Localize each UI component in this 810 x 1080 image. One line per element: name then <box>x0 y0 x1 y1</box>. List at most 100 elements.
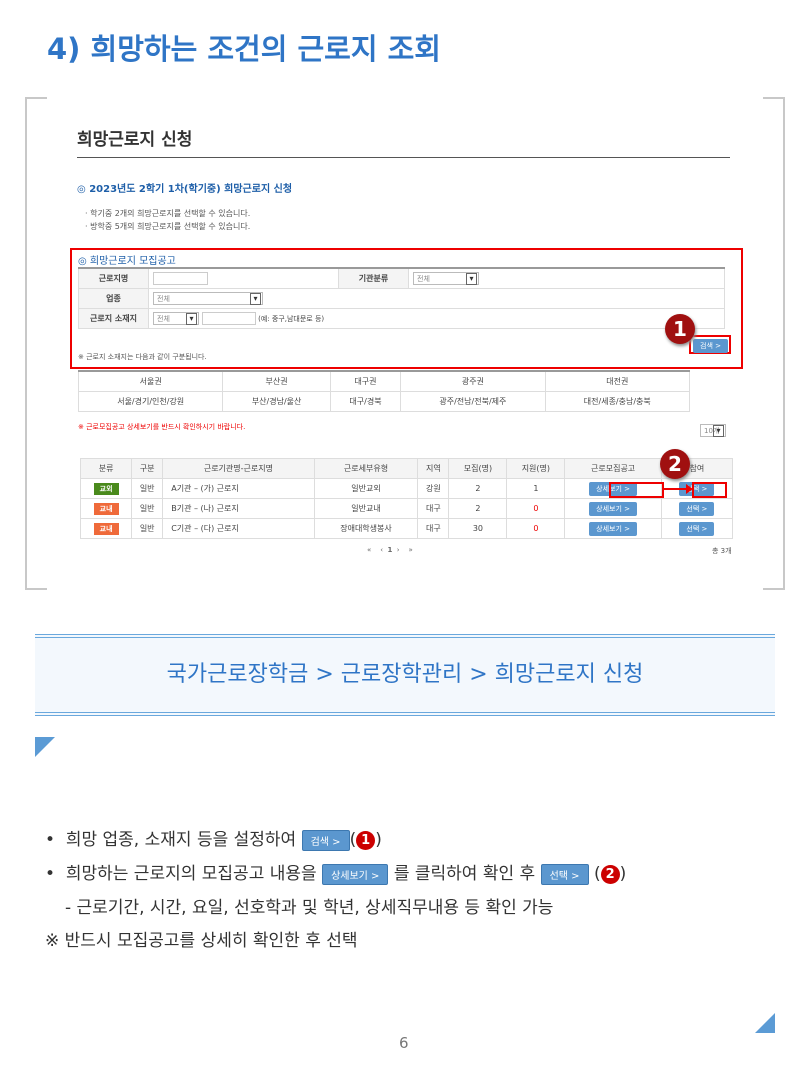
location-footnote: ※ 근로지 소재지는 다음과 같이 구분됩니다. <box>78 353 207 361</box>
applied-cell: 0 <box>506 498 566 519</box>
table-row: 교외 일반 A기관 – (가) 근로지 일반교외 강원 2 1 상세보기 > 선… <box>79 478 734 499</box>
detail-button[interactable]: 상세보기 > <box>589 481 638 496</box>
applied-cell: 1 <box>506 478 566 499</box>
arrow-head-icon <box>686 484 693 494</box>
inline-search-button: 검색 > <box>301 829 350 851</box>
marker-1: 1 <box>665 314 695 344</box>
location-select[interactable]: 전체 <box>153 311 199 325</box>
type-cell: 일반교외 <box>313 478 419 499</box>
region-cell: 강원 <box>417 478 450 499</box>
region-value: 대전/세종/충남/충북 <box>544 390 691 412</box>
select-button[interactable]: 선택 > <box>679 521 715 536</box>
bullet-2: • 희망하는 근로지의 모집공고 내용을 상세보기 > 를 클릭하여 확인 후 … <box>45 863 627 885</box>
select-button-highlight <box>692 482 727 498</box>
location-input[interactable] <box>201 311 256 325</box>
detail-button[interactable]: 상세보기 > <box>589 501 638 516</box>
search-heading-text: 희망근로지 모집공고 <box>89 256 176 267</box>
kind-cell: 일반 <box>131 518 164 539</box>
column-header: 지원(명) <box>506 458 566 479</box>
pagination: « ‹ 1 › » <box>367 546 413 554</box>
search-button-highlight <box>689 335 731 354</box>
recruit-cell: 30 <box>448 518 508 539</box>
frame-bracket-left <box>25 97 47 590</box>
column-header: 근로세부유형 <box>313 458 419 479</box>
bullet-sub: - 근로기간, 시간, 요일, 선호학과 및 학년, 상세직무내용 등 확인 가… <box>65 898 554 918</box>
type-cell: 일반교내 <box>313 498 419 519</box>
region-header: 광주권 <box>400 370 546 392</box>
page-size-select[interactable]: 10개 <box>700 424 726 437</box>
region-value: 대구/경북 <box>329 390 402 412</box>
page-next[interactable]: › <box>396 546 400 554</box>
category-badge: 교내 <box>93 502 119 515</box>
search-form: 근로지명 기관분류 전체 업종 전체 근로지 소재지 전체 (예: 중구,남대문… <box>78 267 725 329</box>
section-subtitle: ◎ 2023년도 2학기 1차(학기중) 희망근로지 신청 <box>77 184 293 195</box>
note-text: 학기중 2개의 희망근로지를 선택할 수 있습니다. <box>90 209 251 218</box>
marker-2: 2 <box>660 449 690 479</box>
workplace-cell: B기관 – (나) 근로지 <box>162 498 315 519</box>
label-org: 기관분류 <box>338 267 409 289</box>
kind-cell: 일반 <box>131 478 164 499</box>
recruit-cell: 2 <box>448 498 508 519</box>
search-heading: ◎ 희망근로지 모집공고 <box>78 256 176 267</box>
total-count: 총 3개 <box>712 547 732 555</box>
page-last[interactable]: » <box>408 546 413 554</box>
inline-select-button: 선택 > <box>540 863 589 885</box>
job-table: 분류 구분 근로기관명-근로지명 근로세부유형 지역 모집(명) 지원(명) 근로모집공고 참여… <box>79 458 734 539</box>
column-header: 구분 <box>131 458 164 479</box>
note-1: · 학기중 2개의 희망근로지를 선택할 수 있습니다. <box>85 209 251 218</box>
column-header: 근로기관명-근로지명 <box>162 458 315 479</box>
location-hint: (예: 중구,남대문로 등) <box>258 314 325 323</box>
corner-triangle-icon <box>35 737 55 757</box>
frame-bracket-right <box>763 97 785 590</box>
recruit-cell: 2 <box>448 478 508 499</box>
bullet-warning: ※ 반드시 모집공고를 상세히 확인한 후 선택 <box>45 931 358 951</box>
inline-detail-button: 상세보기 > <box>322 863 389 885</box>
detail-button[interactable]: 상세보기 > <box>589 521 638 536</box>
label-location: 근로지 소재지 <box>78 307 149 329</box>
bullet-1-text: 희망 업종, 소재지 등을 설정하여 <box>65 830 297 850</box>
page-first[interactable]: « <box>367 546 372 554</box>
page-heading: 4) 희망하는 조건의 근로지 조회 <box>47 32 441 66</box>
region-value: 서울/경기/인천/강원 <box>77 390 224 412</box>
workplace-cell: A기관 – (가) 근로지 <box>162 478 315 499</box>
region-header: 대전권 <box>544 370 691 392</box>
region-header: 대구권 <box>329 370 402 392</box>
table-row: 교내 일반 B기관 – (나) 근로지 일반교내 대구 2 0 상세보기 > 선… <box>79 498 734 519</box>
table-row: 교내 일반 C기관 – (다) 근로지 장애대학생봉사 대구 30 0 상세보기… <box>79 518 734 539</box>
applied-cell: 0 <box>506 518 566 539</box>
detail-button-highlight <box>609 482 664 498</box>
column-header: 지역 <box>417 458 450 479</box>
region-cell: 대구 <box>417 518 450 539</box>
subtitle-text: 2023년도 2학기 1차(학기중) 희망근로지 신청 <box>89 184 293 195</box>
category-badge: 교외 <box>93 482 119 495</box>
page-current[interactable]: 1 <box>387 546 393 554</box>
screen-title: 희망근로지 신청 <box>77 130 193 150</box>
region-header: 서울권 <box>77 370 224 392</box>
region-cell: 대구 <box>417 498 450 519</box>
bullet-2-text: 희망하는 근로지의 모집공고 내용을 <box>65 864 317 884</box>
marker-2-inline: 2 <box>600 864 620 884</box>
region-header: 부산권 <box>222 370 331 392</box>
region-value: 부산/경남/울산 <box>222 390 331 412</box>
arrow-icon <box>664 488 688 490</box>
detail-warning: ※ 근로모집공고 상세보기를 반드시 확인하시기 바랍니다. <box>78 423 246 431</box>
type-select[interactable]: 전체 <box>153 291 263 305</box>
select-button[interactable]: 선택 > <box>679 501 715 516</box>
search-button[interactable]: 검색 > <box>693 339 728 353</box>
label-name: 근로지명 <box>78 267 149 289</box>
org-select[interactable]: 전체 <box>413 271 479 285</box>
page-number: 6 <box>399 1034 409 1052</box>
search-panel-highlight <box>70 248 743 369</box>
region-value: 광주/전남/전북/제주 <box>400 390 546 412</box>
note-2: · 방학중 5개의 희망근로지를 선택할 수 있습니다. <box>85 222 251 231</box>
label-type: 업종 <box>78 287 149 309</box>
type-cell: 장애대학생봉사 <box>313 518 419 539</box>
kind-cell: 일반 <box>131 498 164 519</box>
category-badge: 교내 <box>93 522 119 535</box>
bullet-2-mid: 를 클릭하여 확인 후 <box>393 864 536 884</box>
column-header: 근로모집공고 <box>564 458 662 479</box>
workplace-name-input[interactable] <box>153 271 208 285</box>
breadcrumb: 국가근로장학금 > 근로장학관리 > 희망근로지 신청 <box>35 634 775 716</box>
page-prev[interactable]: ‹ <box>380 546 384 554</box>
